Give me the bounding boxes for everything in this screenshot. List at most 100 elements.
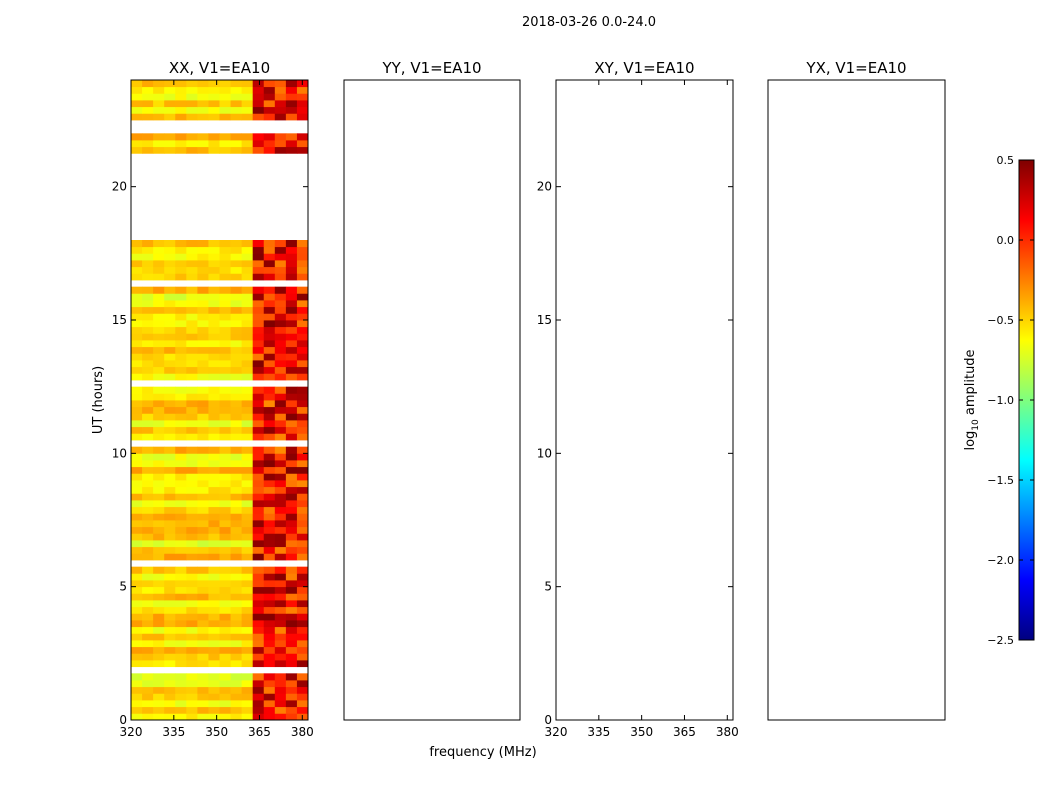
- heatmap-cell: [208, 313, 220, 321]
- heatmap-cell: [589, 493, 600, 500]
- heatmap-cell: [252, 446, 265, 454]
- heatmap-cell: [678, 707, 689, 714]
- heatmap-cell: [722, 400, 733, 407]
- heatmap-cell: [285, 633, 298, 641]
- heatmap-cell: [700, 673, 711, 680]
- heatmap-cell: [131, 613, 143, 621]
- heatmap-cell: [589, 453, 600, 460]
- heatmap-cell: [208, 653, 220, 661]
- heatmap-cell: [142, 506, 154, 514]
- heatmap-cell: [252, 520, 265, 528]
- heatmap-cell: [263, 333, 276, 341]
- heatmap-cell: [175, 533, 187, 541]
- heatmap-cell: [131, 620, 143, 628]
- heatmap-cell: [622, 147, 633, 154]
- heatmap-cell: [600, 267, 611, 274]
- heatmap-cell: [700, 433, 711, 440]
- heatmap-cell: [142, 273, 154, 281]
- heatmap-cell: [296, 553, 308, 561]
- heatmap-cell: [241, 306, 254, 314]
- heatmap-cell: [622, 607, 633, 614]
- heatmap-cell: [722, 407, 733, 414]
- heatmap-cell: [633, 420, 644, 427]
- heatmap-cell: [131, 386, 143, 394]
- heatmap-cell: [611, 593, 622, 600]
- heatmap-cell: [252, 300, 265, 308]
- heatmap-cell: [219, 586, 231, 594]
- heatmap-cell: [611, 533, 622, 540]
- heatmap-cell: [153, 253, 165, 261]
- heatmap-cell: [622, 93, 633, 100]
- heatmap-cell: [175, 706, 187, 714]
- heatmap-cell: [589, 613, 600, 620]
- heatmap-cell: [208, 340, 220, 348]
- heatmap-cell: [667, 300, 678, 307]
- heatmap-cell: [589, 427, 600, 434]
- heatmap-cell: [252, 653, 265, 661]
- heatmap-cell: [219, 460, 231, 468]
- heatmap-cell: [711, 487, 722, 494]
- heatmap-cell: [667, 493, 678, 500]
- heatmap-cell: [589, 653, 600, 660]
- heatmap-cell: [219, 333, 231, 341]
- heatmap-cell: [611, 627, 622, 634]
- heatmap-cell: [175, 93, 187, 101]
- heatmap-cell: [556, 113, 567, 120]
- heatmap-cell: [622, 320, 633, 327]
- heatmap-cell: [208, 266, 220, 274]
- heatmap-cell: [285, 100, 298, 108]
- heatmap-cell: [208, 706, 220, 714]
- heatmap-cell: [153, 713, 165, 720]
- heatmap-cell: [711, 627, 722, 634]
- heatmap-cell: [645, 633, 656, 640]
- panel-yx: YX, V1=EA10: [767, 59, 946, 721]
- heatmap-cell: [611, 680, 622, 687]
- heatmap-cell: [208, 420, 220, 428]
- heatmap-cell: [667, 347, 678, 354]
- heatmap-cell: [611, 520, 622, 527]
- heatmap-cell: [600, 573, 611, 580]
- heatmap-cell: [296, 106, 308, 114]
- heatmap-cell: [600, 80, 611, 87]
- heatmap-cell: [567, 353, 578, 360]
- heatmap-cell: [645, 567, 656, 574]
- heatmap-cell: [263, 313, 276, 321]
- heatmap-cell: [678, 447, 689, 454]
- heatmap-cell: [667, 587, 678, 594]
- heatmap-cell: [296, 140, 308, 148]
- heatmap-cell: [197, 240, 209, 248]
- heatmap-cell: [556, 373, 567, 380]
- heatmap-cell: [175, 133, 187, 141]
- heatmap-cell: [556, 673, 567, 680]
- heatmap-cell: [263, 300, 276, 308]
- heatmap-cell: [633, 593, 644, 600]
- heatmap-cell: [263, 373, 276, 381]
- heatmap-cell: [589, 240, 600, 247]
- heatmap-cell: [611, 640, 622, 647]
- heatmap-cell: [600, 660, 611, 667]
- heatmap-cell: [611, 487, 622, 494]
- heatmap-cell: [230, 713, 243, 720]
- heatmap-cell: [219, 426, 231, 434]
- heatmap-cell: [611, 433, 622, 440]
- heatmap-cell: [578, 407, 589, 414]
- heatmap-cell: [252, 680, 265, 688]
- heatmap-cell: [622, 547, 633, 554]
- heatmap-cell: [600, 580, 611, 587]
- heatmap-cell: [633, 340, 644, 347]
- heatmap-cell: [197, 473, 209, 481]
- heatmap-cell: [633, 393, 644, 400]
- heatmap-cell: [678, 93, 689, 100]
- heatmap-cell: [263, 406, 276, 414]
- heatmap-cell: [252, 113, 265, 121]
- heatmap-cell: [645, 493, 656, 500]
- heatmap-cell: [153, 333, 165, 341]
- heatmap-cell: [186, 133, 198, 141]
- heatmap-cell: [589, 340, 600, 347]
- heatmap-cell: [164, 306, 176, 314]
- heatmap-cell: [700, 713, 711, 720]
- heatmap-cell: [722, 533, 733, 540]
- heatmap-cell: [656, 707, 667, 714]
- heatmap-cell: [142, 293, 154, 301]
- heatmap-cell: [263, 133, 276, 141]
